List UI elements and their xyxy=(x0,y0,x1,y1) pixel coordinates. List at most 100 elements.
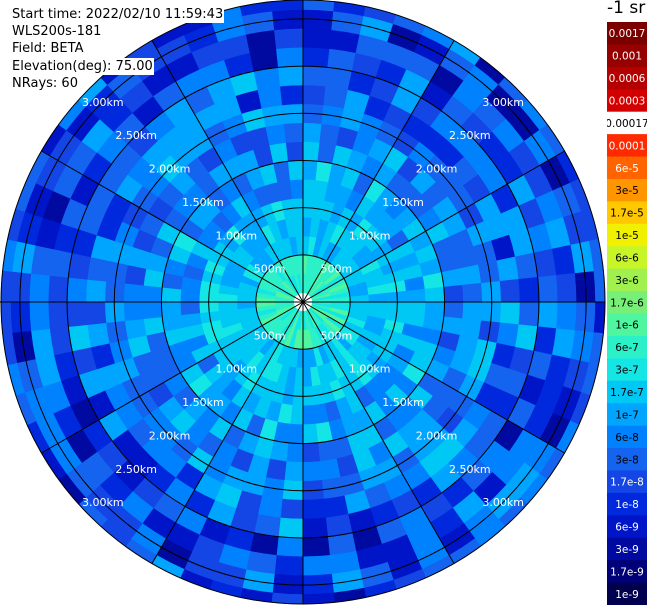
ppi-cell xyxy=(124,318,147,340)
device-id: WLS200s-181 xyxy=(11,23,103,41)
ppi-cell xyxy=(274,555,304,576)
ppi-cell xyxy=(29,301,50,331)
range-ring-label: 3.00km xyxy=(82,496,124,509)
range-ring-label: 1.00km xyxy=(349,363,391,376)
colorbar-label: 1.7e-5 xyxy=(610,208,644,220)
colorbar-label: 3e-9 xyxy=(615,544,639,556)
ppi-cell xyxy=(537,275,559,303)
colorbar-label: 3e-5 xyxy=(615,185,639,197)
colorbar-swatch xyxy=(607,22,647,45)
range-ring-label: 500m xyxy=(321,263,353,276)
ppi-cell xyxy=(556,273,577,303)
scan-info: Start time: 2022/02/10 11:59:43 WLS200s-… xyxy=(11,6,225,93)
colorbar-swatch xyxy=(607,380,647,404)
ppi-cell xyxy=(274,28,304,49)
ppi-cell xyxy=(462,282,483,303)
ppi-cell xyxy=(279,498,304,520)
ppi-cell xyxy=(302,517,328,539)
colorbar-label: 1.7e-7 xyxy=(610,387,644,399)
colorbar-label: 0.0017 xyxy=(609,28,646,40)
ppi-cell xyxy=(302,141,321,162)
ppi-cell xyxy=(66,301,88,327)
ppi-cell xyxy=(499,278,521,303)
ppi-cell xyxy=(302,461,323,482)
colorbar-swatch xyxy=(607,425,647,449)
ppi-cell xyxy=(323,495,349,519)
range-ring-label: 2.00km xyxy=(149,430,191,443)
colorbar-label: 3e-8 xyxy=(615,454,639,466)
range-ring-label: 3.00km xyxy=(82,96,124,109)
colorbar-label: 1e-6 xyxy=(615,320,639,332)
range-ring-label: 1.50km xyxy=(382,196,424,209)
colorbar-swatch xyxy=(607,335,647,359)
ppi-cell xyxy=(496,256,520,282)
colorbar-swatch xyxy=(607,246,647,270)
ppi-cell xyxy=(405,288,426,303)
range-ring-label: 500m xyxy=(321,329,353,342)
range-ring-label: 2.50km xyxy=(115,129,157,142)
ppi-cell xyxy=(123,282,144,303)
n-rays: NRays: 60 xyxy=(11,74,79,93)
ppi-cell xyxy=(276,46,304,68)
ppi-cell xyxy=(302,442,321,463)
field-name: Field: BETA xyxy=(11,40,85,58)
azimuth-spoke xyxy=(302,301,455,564)
azimuth-spoke xyxy=(302,40,455,303)
colorbar-swatch xyxy=(607,582,647,605)
ppi-cell xyxy=(85,301,107,326)
ppi-cell xyxy=(302,65,328,87)
colorbar-label: 1e-8 xyxy=(615,499,639,511)
ppi-cell xyxy=(86,322,110,348)
ppi-cell xyxy=(499,301,521,326)
range-ring-label: 2.00km xyxy=(149,163,191,176)
ppi-cell xyxy=(323,85,349,109)
ppi-cell xyxy=(424,286,445,303)
ppi-cell xyxy=(257,85,283,109)
start-time: Start time: 2022/02/10 11:59:43 xyxy=(11,6,225,24)
colorbar-label: 0.001 xyxy=(612,51,642,63)
ppi-cell xyxy=(123,301,144,322)
ppi-cell xyxy=(302,84,327,106)
ppi-cell xyxy=(276,536,304,558)
colorbar-label: 1.7e-6 xyxy=(610,297,644,309)
colorbar-label: 3e-7 xyxy=(615,365,639,377)
ppi-cell xyxy=(319,458,341,481)
azimuth-spoke xyxy=(302,301,565,454)
colorbar-swatch xyxy=(607,560,647,584)
ppi-cell xyxy=(459,264,482,286)
colorbar-swatch xyxy=(607,134,647,158)
ppi-cell xyxy=(85,278,107,303)
ppi-cell xyxy=(29,273,50,303)
ppi-cell xyxy=(265,123,287,146)
colorbar-swatch xyxy=(607,89,647,113)
ppi-cell xyxy=(285,442,304,463)
ppi-cell xyxy=(302,404,317,425)
ppi-cell xyxy=(462,301,483,322)
azimuth-spoke xyxy=(151,40,304,303)
ppi-grid xyxy=(0,0,606,605)
colorbar-swatch xyxy=(607,403,647,427)
range-ring-label: 500m xyxy=(254,263,286,276)
colorbar-label: 1e-9 xyxy=(615,589,639,601)
ppi-cell xyxy=(180,301,201,316)
range-ring-label: 500m xyxy=(254,329,286,342)
colorbar-swatch xyxy=(607,358,647,382)
colorbar-label: 6e-8 xyxy=(615,432,639,444)
ppi-cell xyxy=(66,277,88,303)
ppi-cell xyxy=(279,84,304,106)
colorbar-swatch xyxy=(607,156,647,180)
colorbar-label: 1e-7 xyxy=(615,409,639,421)
colorbar-label: 6e-5 xyxy=(615,163,639,175)
colorbar-swatch xyxy=(607,470,647,494)
azimuth-spoke xyxy=(302,150,565,303)
range-ring-label: 3.00km xyxy=(482,496,524,509)
ppi-cell xyxy=(518,301,540,327)
ppi-cell xyxy=(302,498,327,520)
ppi-cell xyxy=(302,28,332,49)
colorbar-swatch xyxy=(607,178,647,202)
range-ring-label: 1.50km xyxy=(382,396,424,409)
colorbar-swatch xyxy=(607,448,647,471)
range-ring-label: 1.00km xyxy=(216,229,258,242)
colorbar-label: 1.7e-8 xyxy=(610,477,644,489)
